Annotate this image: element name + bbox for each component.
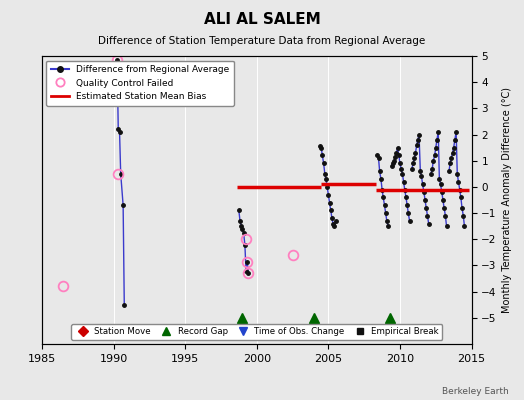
Legend: Station Move, Record Gap, Time of Obs. Change, Empirical Break: Station Move, Record Gap, Time of Obs. C… [71,324,442,340]
Text: ALI AL SALEM: ALI AL SALEM [204,12,320,27]
Text: Berkeley Earth: Berkeley Earth [442,387,508,396]
Y-axis label: Monthly Temperature Anomaly Difference (°C): Monthly Temperature Anomaly Difference (… [502,87,512,313]
Text: Difference of Station Temperature Data from Regional Average: Difference of Station Temperature Data f… [99,36,425,46]
